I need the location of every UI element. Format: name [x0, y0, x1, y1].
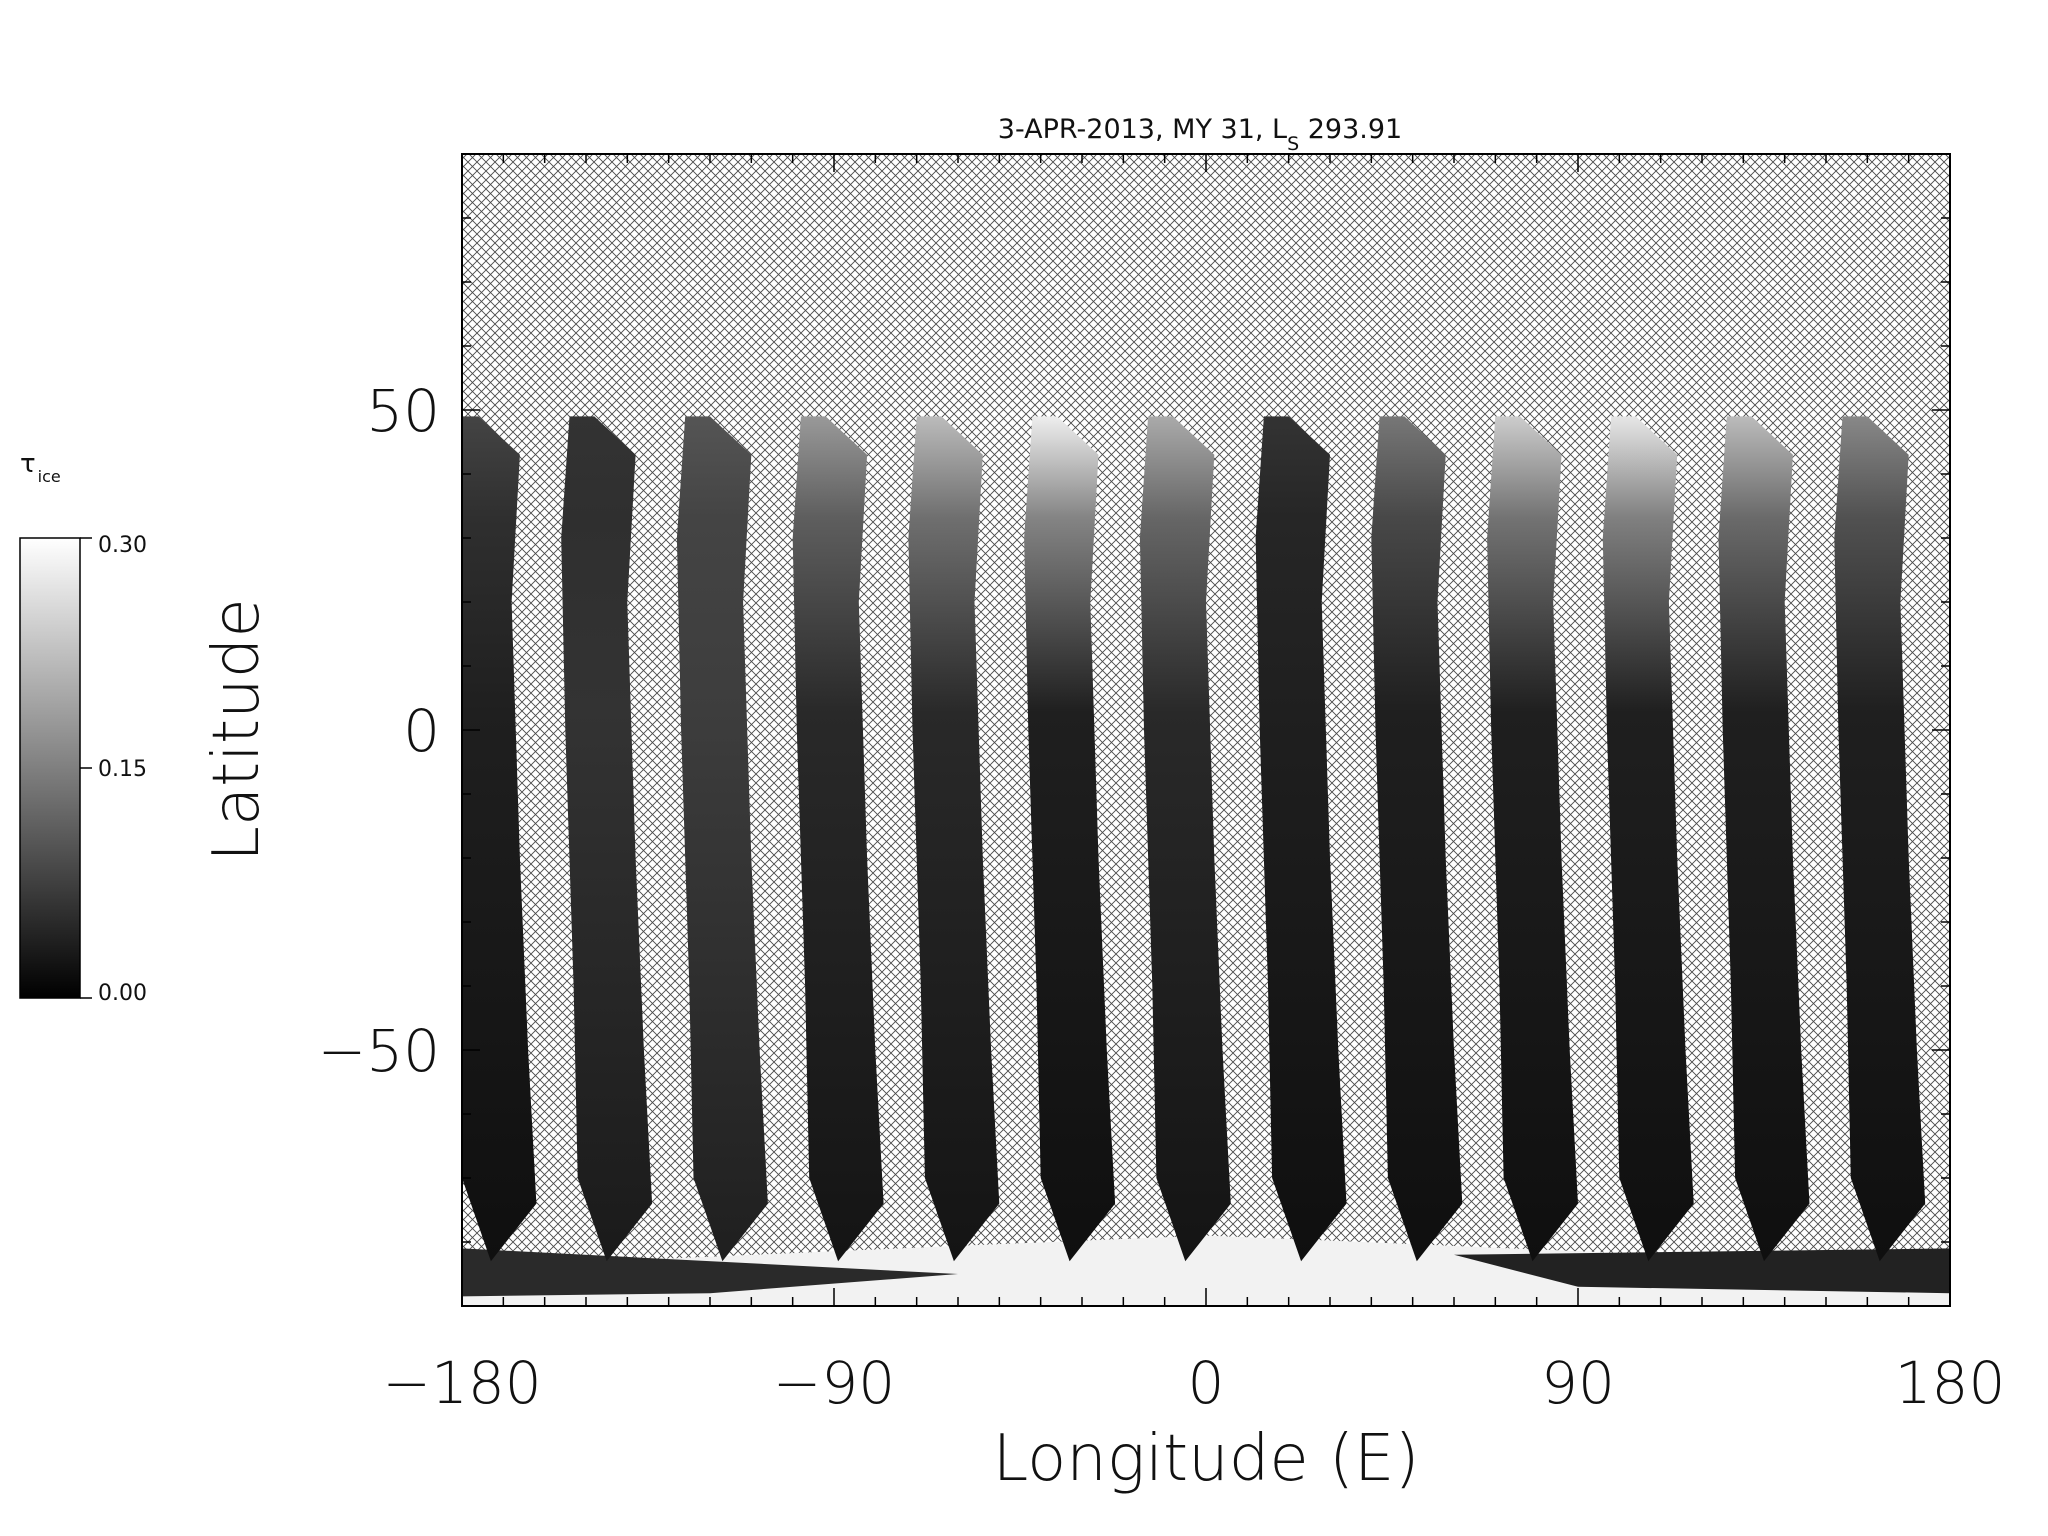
orbit-swath — [1718, 416, 1810, 1262]
y-tick-label: 50 — [366, 377, 440, 445]
orbit-swath — [462, 416, 537, 1262]
x-tick-label: −180 — [382, 1349, 541, 1417]
x-tick-label: 0 — [1188, 1349, 1225, 1417]
x-tick-label: 90 — [1541, 1349, 1615, 1417]
orbit-swath — [792, 416, 884, 1262]
orbit-swath — [1024, 416, 1116, 1262]
colorbar-ticks: 0.00 0.15 0.30 — [80, 533, 147, 1006]
y-axis-label: Latitude — [200, 598, 274, 861]
south-polar-dark-band — [1454, 1248, 1950, 1294]
orbit-swath — [561, 416, 653, 1262]
x-axis-label: Longitude (E) — [993, 1422, 1420, 1496]
orbit-swath — [1602, 416, 1694, 1262]
x-tick-labels: −180 −90 0 90 180 — [382, 1349, 2005, 1417]
colorbar: τ ice 0.00 0.15 0.30 — [19, 449, 147, 1006]
chart-title: 3-APR-2013, MY 31, LS 293.91 — [998, 114, 1402, 155]
colorbar-label: τ ice — [20, 449, 61, 486]
colorbar-tick-label: 0.00 — [98, 981, 147, 1006]
colorbar-gradient — [19, 537, 81, 999]
colorbar-tick-label: 0.30 — [98, 533, 147, 558]
orbit-swath — [1255, 416, 1347, 1262]
orbit-swath — [676, 416, 768, 1262]
colorbar-tick-label: 0.15 — [98, 757, 147, 782]
orbit-swath — [908, 416, 1000, 1262]
y-tick-labels: −50 0 50 — [318, 377, 440, 1085]
plot-area — [461, 153, 1951, 1307]
y-tick-label: −50 — [318, 1017, 440, 1085]
swath-layer — [462, 416, 1950, 1306]
plot-frame — [461, 153, 1951, 1307]
y-tick-label: 0 — [403, 697, 440, 765]
orbit-swath — [1139, 416, 1231, 1262]
axis-ticks — [461, 153, 1951, 1307]
x-tick-label: 180 — [1895, 1349, 2006, 1417]
orbit-swath — [1371, 416, 1463, 1262]
orbit-swath — [1487, 416, 1578, 1262]
x-tick-label: −90 — [773, 1349, 895, 1417]
south-polar-dark-band — [462, 1248, 958, 1297]
orbit-swath — [1834, 416, 1926, 1262]
